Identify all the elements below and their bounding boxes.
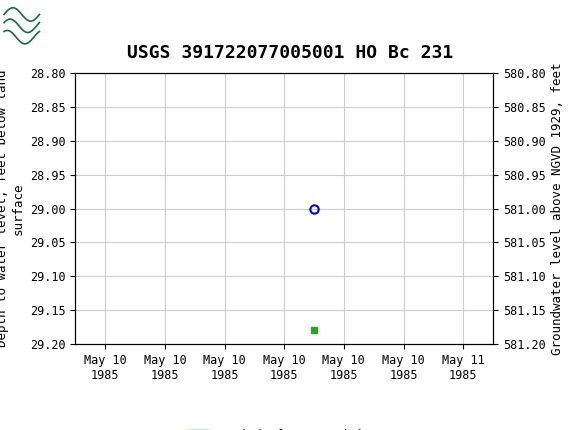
Text: USGS 391722077005001 HO Bc 231: USGS 391722077005001 HO Bc 231	[127, 44, 453, 62]
FancyBboxPatch shape	[3, 4, 41, 47]
Legend: Period of approved data: Period of approved data	[181, 424, 387, 430]
Text: USGS: USGS	[45, 16, 109, 36]
Y-axis label: Depth to water level, feet below land
surface: Depth to water level, feet below land su…	[0, 70, 24, 347]
Y-axis label: Groundwater level above NGVD 1929, feet: Groundwater level above NGVD 1929, feet	[551, 62, 564, 355]
